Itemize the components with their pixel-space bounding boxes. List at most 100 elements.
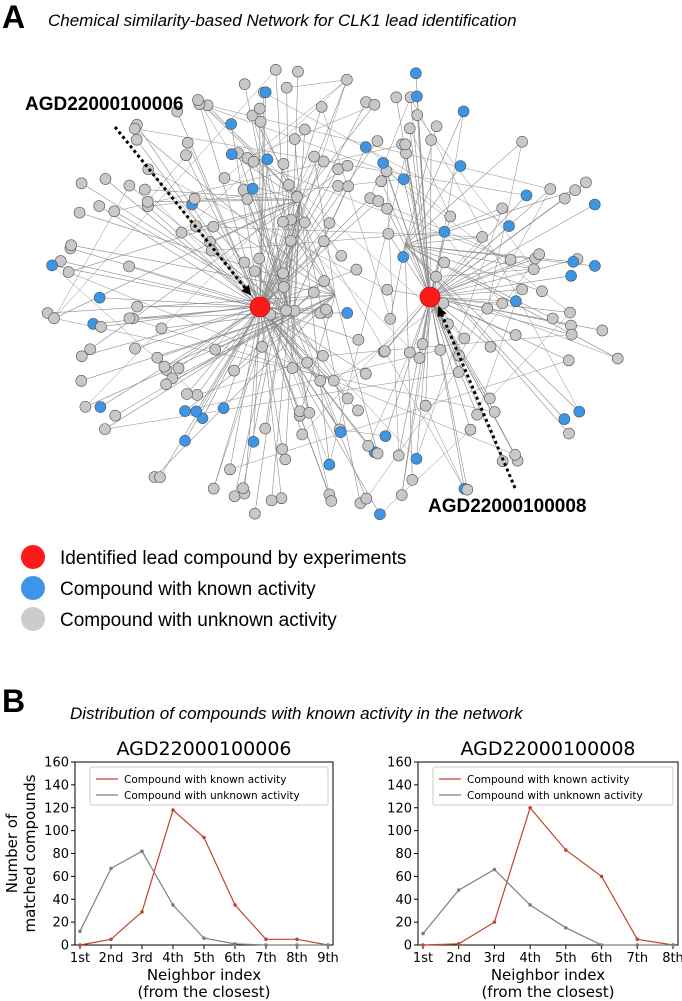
network-node-unknown [308,150,320,163]
network-edge [260,121,287,311]
data-point-known [635,937,640,942]
network-edge [52,265,261,308]
y-tick-label: 0 [404,939,412,954]
data-point-unknown [295,943,299,947]
network-edge [409,128,451,217]
chart-legend-label: Compound with unknown activity [467,790,643,802]
network-edge [294,139,301,201]
network-node-known [510,295,522,308]
network-node-unknown [73,206,86,219]
chart-title: AGD22000100006 [117,738,292,760]
network-node-unknown [237,482,249,494]
network-edge [286,79,347,88]
network-node-known [397,173,410,185]
network-node-unknown [269,64,282,76]
chart-legend-label: Compound with unknown activity [124,790,300,802]
network-node-unknown [562,354,575,367]
network-node-unknown [509,449,521,461]
data-point-known [109,937,113,942]
network-node-unknown [253,252,265,265]
network-edge [247,198,291,314]
network-edge [195,306,261,412]
network-edge [403,179,431,298]
panel-b-title: Distribution of compounds with known act… [70,704,524,723]
network-edge [224,177,301,201]
network-node-unknown [246,109,259,122]
callout-arrow-right [437,306,517,489]
network-edge [185,155,261,308]
network-edge [429,296,460,373]
y-tick-label: 160 [44,756,69,771]
lead-node-agd22000100006 [249,296,271,318]
network-node-unknown [360,367,372,380]
network-edge [429,204,595,298]
network-node-unknown [325,495,338,507]
network-edge [195,225,483,238]
network-node-unknown [544,183,557,195]
network-edge [259,222,330,308]
network-edge [253,306,261,442]
x-tick-label: 6th [224,951,246,966]
network-edge [302,236,483,435]
network-edge [199,104,261,308]
network-edge [154,294,336,478]
network-node-unknown [516,283,529,296]
network-node-unknown [375,175,388,188]
data-point-known [295,937,299,942]
network-node-unknown [461,483,474,496]
panel-a-letter: A [2,0,25,35]
network-node-unknown [249,507,261,520]
legend-label-unknown: Compound with unknown activity [60,610,337,631]
network-edge [288,184,465,489]
network-edge [416,96,431,298]
network-node-unknown [382,227,395,240]
y-tick-label: 40 [395,893,412,908]
network-edge [429,195,527,298]
network-edge [404,244,553,319]
y-tick-label: 140 [44,778,69,793]
x-tick-label: 5th [193,951,215,966]
network-edge [99,297,261,308]
network-edge [487,308,618,359]
network-edge [289,146,367,314]
network-node-unknown [275,492,288,505]
network-node-unknown [362,439,374,452]
network-node-known [323,458,336,471]
network-node-unknown [509,329,522,341]
callout-label-agd22000100008: AGD22000100008 [428,496,586,517]
network-node-unknown [99,173,112,185]
x-tick-label: 3rd [131,951,153,966]
x-tick-label: 7th [626,951,648,966]
network-node-unknown [381,283,394,296]
panel-a-title: Chemical similarity-based Network for CL… [48,11,517,30]
network-node-known [588,198,601,211]
network-node-unknown [123,179,136,192]
network-node-unknown [276,443,289,455]
network-edge [429,259,511,298]
x-tick-label: 5th [555,951,577,966]
network-node-unknown [596,324,609,337]
network-node-unknown [265,494,278,507]
data-point-known [456,942,461,946]
network-edge [197,99,301,201]
network-node-known [247,436,260,448]
network-node-unknown [314,375,327,387]
chart-legend-label: Compound with known activity [124,774,286,786]
network-edge [184,349,441,412]
network-node-unknown [277,215,289,228]
network-edge [105,178,261,308]
network-edge [128,266,261,308]
network-node-unknown [419,399,432,412]
network-node-unknown [580,176,592,189]
network-edge [259,159,268,308]
network-edge [134,306,261,349]
network-node-unknown [411,109,424,121]
network-node-unknown [256,341,268,353]
y-axis-label: matched compounds [21,774,39,932]
network-node-unknown [360,492,373,505]
callout-label-agd22000100006: AGD22000100006 [25,94,183,115]
data-point-unknown [528,903,532,907]
network-node-unknown [546,312,559,325]
network-edge [404,111,464,246]
network-node-unknown [280,81,293,94]
